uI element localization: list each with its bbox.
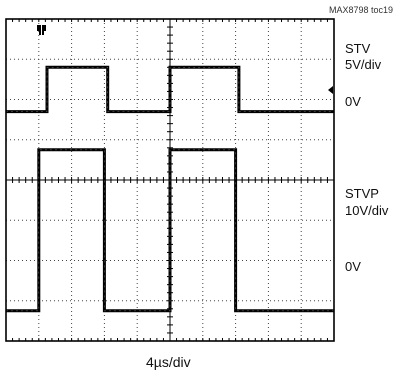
trace-stv bbox=[6, 65, 334, 114]
x-axis-label: 4µs/div bbox=[146, 354, 191, 370]
plot-frame bbox=[5, 18, 335, 342]
stvp-scale: 10V/div bbox=[345, 203, 389, 218]
traces bbox=[6, 65, 334, 313]
stv-name: STV bbox=[345, 41, 371, 56]
trace-noise-stv bbox=[6, 67, 334, 112]
trace-stvp bbox=[6, 148, 334, 313]
figure-id: MAX8798 toc19 bbox=[328, 5, 393, 15]
stv-scale: 5V/div bbox=[345, 57, 382, 72]
ground-arrow-icon bbox=[328, 86, 333, 94]
trigger-marker-icon bbox=[37, 25, 46, 35]
stv-ground-label: 0V bbox=[345, 94, 361, 109]
stvp-name: STVP bbox=[345, 186, 379, 201]
stvp-ground-label: 0V bbox=[345, 259, 361, 274]
